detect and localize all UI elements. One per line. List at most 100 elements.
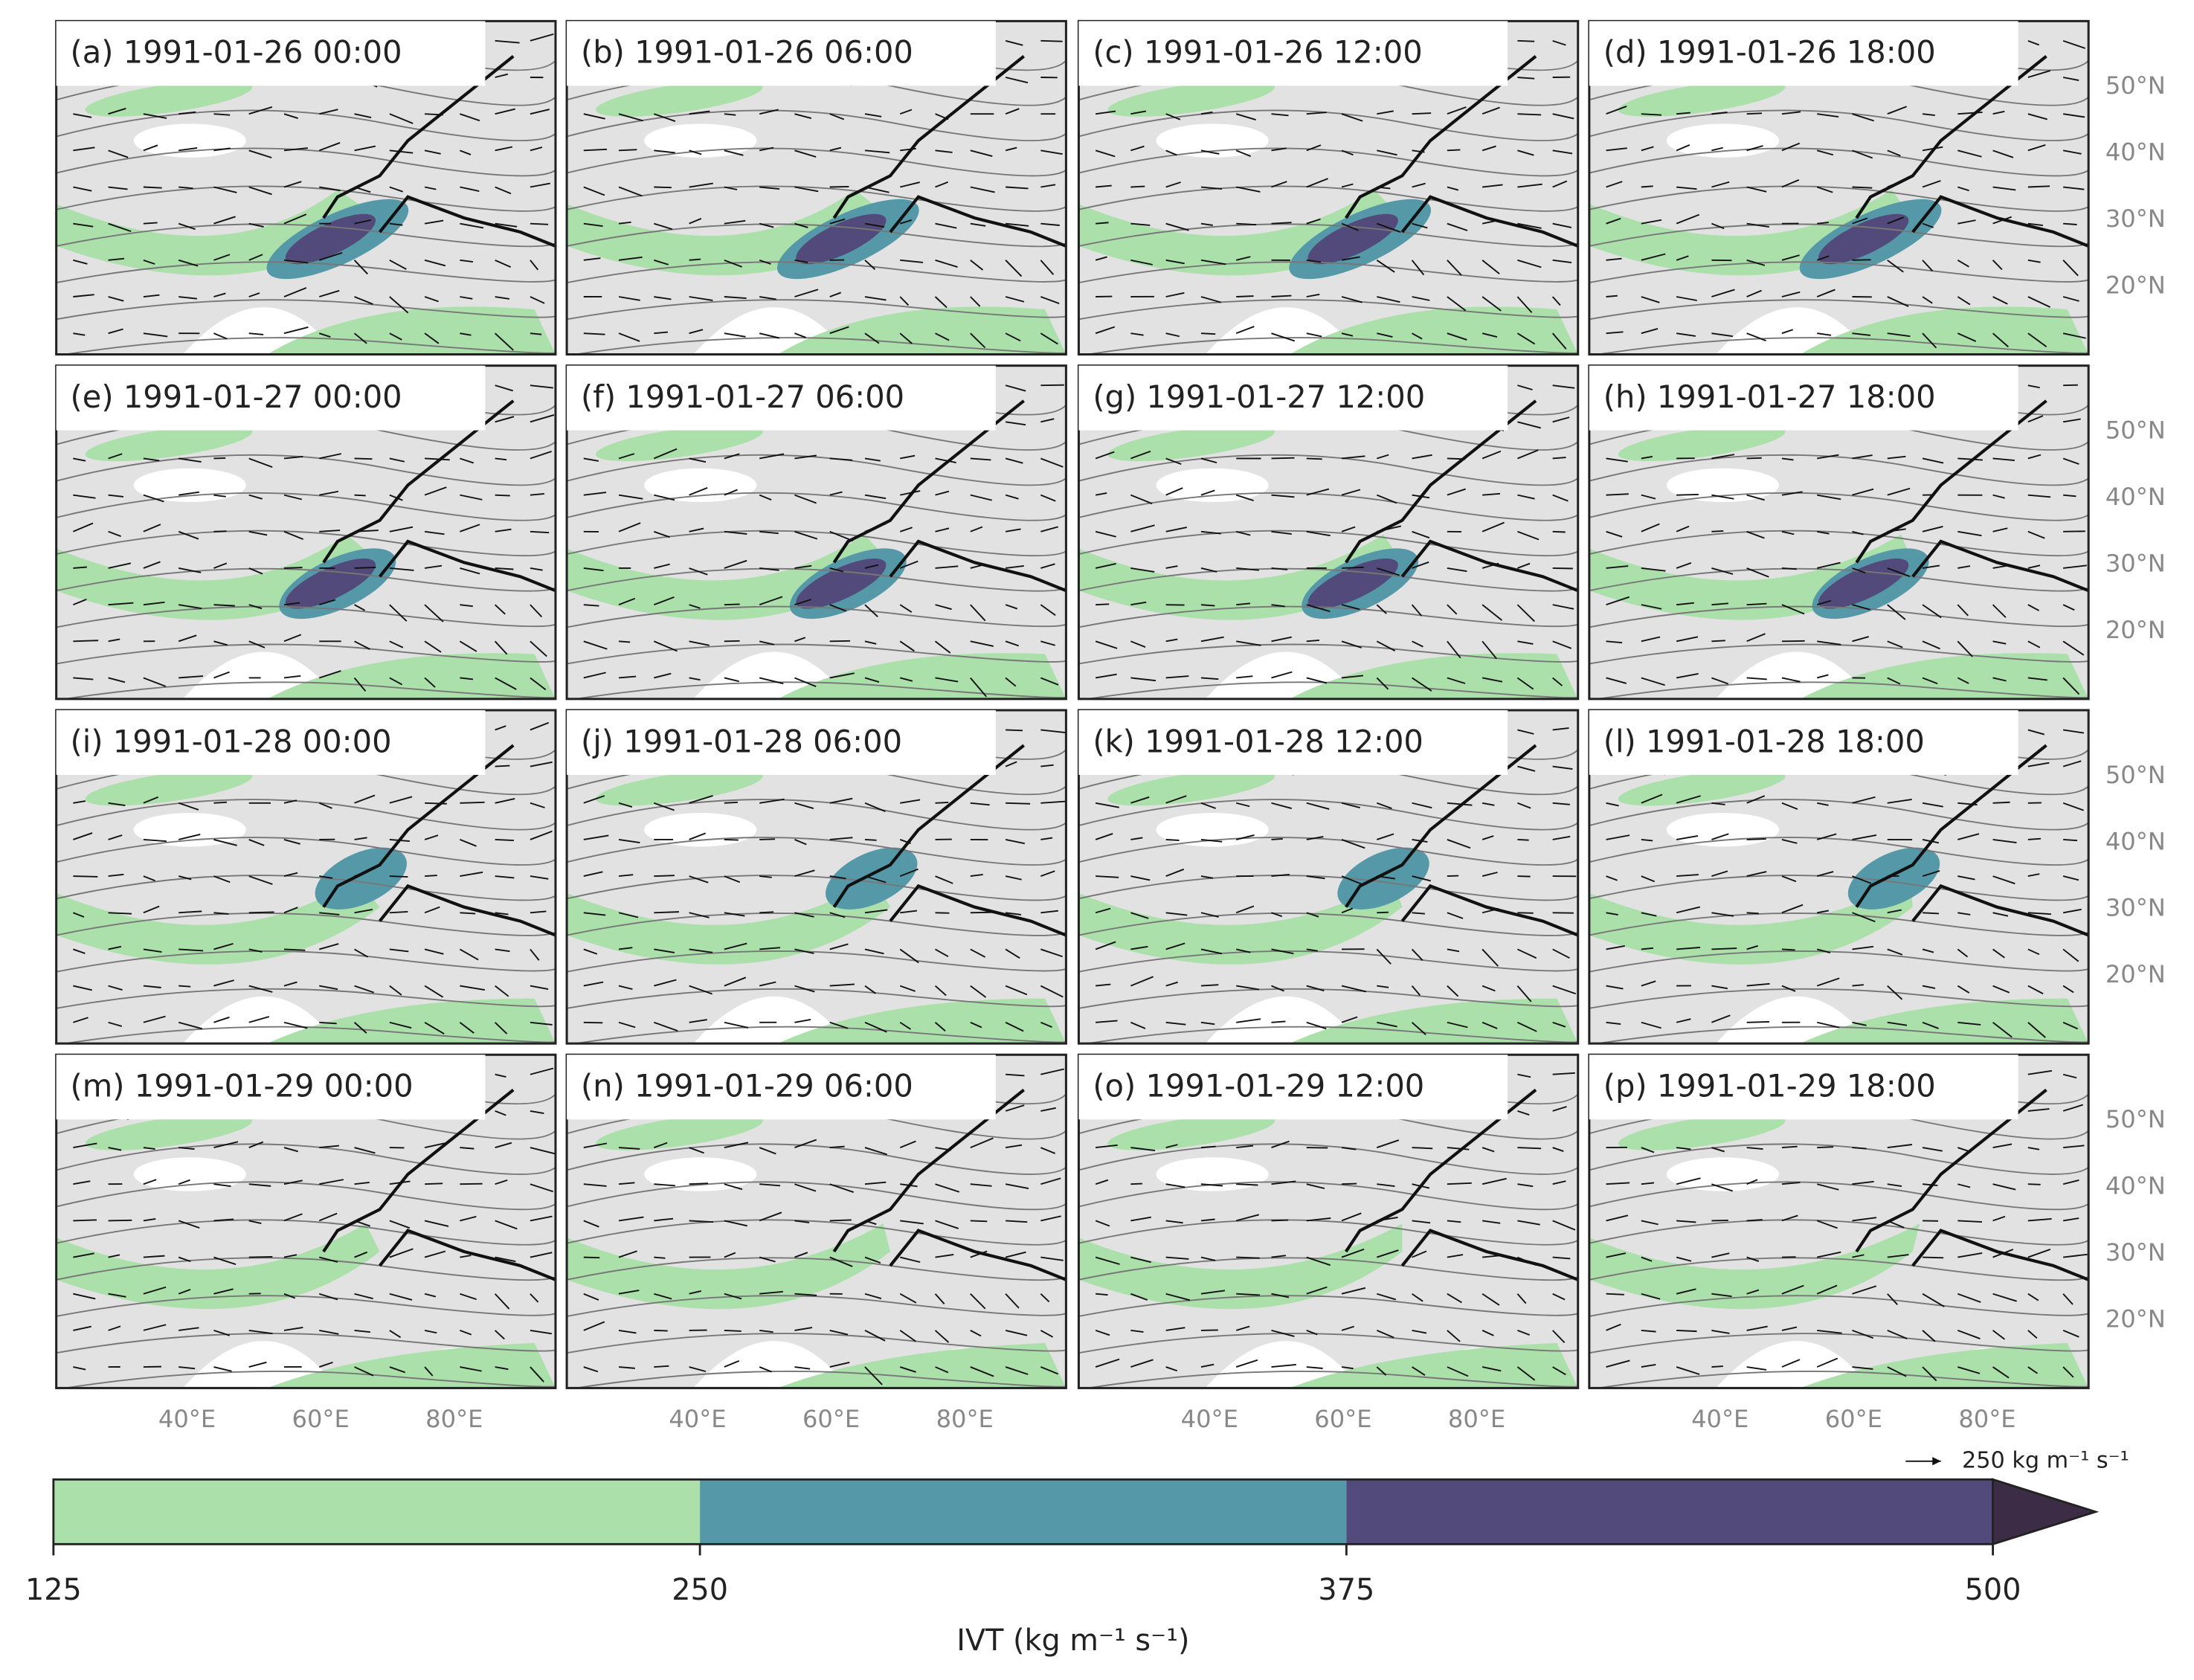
- wind-arrow: [213, 113, 231, 116]
- wind-arrow: [1271, 494, 1295, 498]
- wind-arrow: [935, 490, 950, 496]
- isobar: [56, 1257, 556, 1281]
- wind-arrow: [530, 109, 550, 115]
- wind-arrow: [1130, 837, 1143, 840]
- wind-arrow: [724, 875, 741, 884]
- wind-arrow: [1517, 640, 1534, 645]
- wind-arrow: [2062, 760, 2082, 767]
- wind-arrow: [1517, 802, 1531, 809]
- wind-arrow: [1040, 296, 1060, 305]
- wind-arrow: [495, 1110, 506, 1116]
- wind-arrow: [424, 296, 439, 303]
- wind-arrow: [1676, 525, 1690, 532]
- wind-arrow: [1447, 1220, 1461, 1223]
- wind-arrow: [970, 640, 994, 647]
- wind-arrow: [318, 802, 332, 809]
- wind-arrow: [1271, 181, 1287, 188]
- wind-arrow: [178, 910, 202, 914]
- wind-arrow: [583, 1183, 607, 1187]
- wind-arrow: [794, 1139, 817, 1148]
- wind-arrow: [899, 1140, 916, 1148]
- wind-arrow: [864, 802, 886, 813]
- wind-arrow: [724, 149, 744, 156]
- wind-arrow: [1271, 1329, 1295, 1337]
- wind-arrow: [143, 561, 161, 569]
- wind-arrow: [1341, 1016, 1358, 1023]
- wind-arrow: [353, 677, 367, 692]
- wind-arrow: [899, 296, 910, 306]
- wind-arrow: [1517, 562, 1531, 569]
- wind-arrow: [213, 640, 228, 646]
- wind-arrow: [1271, 671, 1293, 679]
- wind-arrow: [213, 216, 236, 225]
- wind-arrow: [178, 1179, 190, 1185]
- wind-arrow: [248, 1141, 264, 1148]
- wind-arrow: [73, 259, 88, 265]
- wind-arrow: [1852, 1366, 1873, 1370]
- isobar: [1593, 681, 2089, 699]
- wind-arrow: [1005, 1144, 1023, 1148]
- wind-arrow: [1676, 1366, 1700, 1375]
- wind-arrow: [794, 1220, 810, 1223]
- wind-arrow: [1711, 1147, 1725, 1153]
- wind-arrow: [1552, 1256, 1571, 1260]
- wind-arrow: [1165, 1220, 1183, 1224]
- wind-arrow: [1236, 567, 1259, 571]
- isobar: [56, 530, 556, 557]
- wind-arrow: [1746, 145, 1763, 152]
- wind-arrow: [1641, 523, 1660, 532]
- wind-arrow: [1957, 332, 1977, 342]
- wind-arrow: [1306, 604, 1331, 613]
- wind-arrow: [829, 1329, 849, 1336]
- wind-arrow: [108, 530, 121, 538]
- wind-arrow: [1096, 222, 1109, 225]
- wind-arrow: [530, 384, 553, 389]
- isobar: [1083, 1026, 1578, 1044]
- colorbar-frame: [52, 1478, 1994, 1545]
- wind-arrow: [864, 604, 878, 617]
- wind-arrow: [1412, 332, 1423, 340]
- wind-arrow: [759, 186, 780, 190]
- ivt-band: [567, 1223, 891, 1310]
- wind-arrow: [108, 677, 126, 683]
- wind-arrow: [1005, 1183, 1029, 1189]
- wind-arrow: [1165, 292, 1185, 297]
- wind-arrow: [248, 875, 273, 885]
- wind-arrow: [283, 494, 303, 501]
- wind-arrow: [1165, 1183, 1186, 1188]
- wind-arrow: [318, 142, 341, 152]
- wind-arrow: [654, 1183, 675, 1187]
- wind-arrow: [178, 948, 204, 952]
- wind-arrow: [73, 948, 86, 954]
- wind-arrow: [794, 186, 819, 193]
- wind-arrow: [1271, 1140, 1290, 1148]
- wind-arrow: [1957, 565, 1971, 569]
- wind-arrow: [1341, 1248, 1365, 1258]
- wind-arrow: [654, 530, 670, 538]
- wind-arrow: [73, 566, 87, 569]
- wind-arrow: [1377, 833, 1394, 840]
- wind-arrow: [108, 1147, 122, 1151]
- isobar: [1078, 799, 1578, 831]
- wind-arrow: [759, 332, 780, 339]
- wind-arrow: [618, 453, 635, 460]
- wind-arrow: [1005, 1329, 1028, 1336]
- colorbar-label: IVT (kg m⁻¹ s⁻¹): [956, 1623, 1189, 1658]
- wind-arrow: [1552, 802, 1570, 805]
- isobar: [1589, 1219, 2089, 1246]
- wind-arrow: [530, 948, 540, 961]
- wind-arrow: [1781, 491, 1803, 496]
- wind-arrow: [1341, 149, 1354, 156]
- wind-arrow: [1957, 457, 1983, 461]
- wind-arrow: [864, 985, 877, 994]
- wind-arrow: [759, 875, 772, 878]
- wind-arrow: [1746, 457, 1762, 460]
- map-panel: (g) 1991-01-27 12:00: [1077, 364, 1580, 701]
- wind-arrow: [1816, 833, 1837, 840]
- wind-arrow: [2062, 1330, 2079, 1338]
- wind-arrow: [759, 1329, 773, 1333]
- wind-arrow: [1817, 910, 1829, 914]
- latitude-label: 40°N: [2105, 1172, 2166, 1200]
- wind-arrow: [1165, 527, 1187, 532]
- wind-arrow: [829, 1256, 853, 1267]
